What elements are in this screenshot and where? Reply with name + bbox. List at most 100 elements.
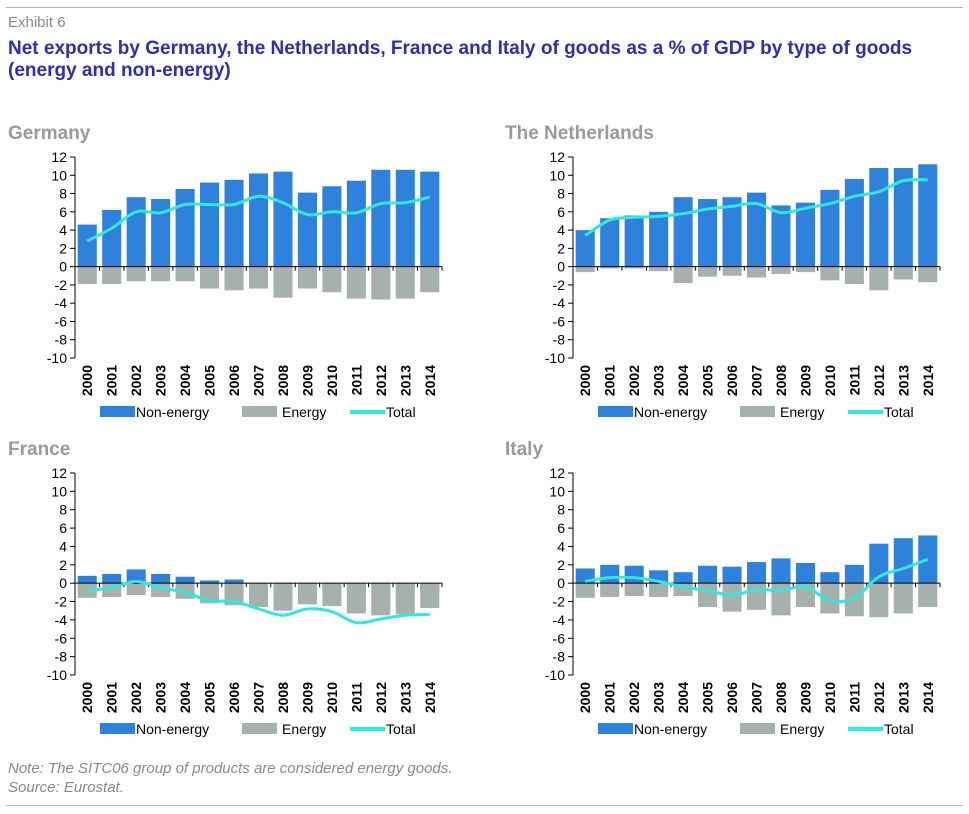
source-note: Source: Eurostat. [8, 779, 124, 796]
bar-energy [346, 266, 366, 299]
legend-swatch-energy [242, 723, 277, 734]
y-tick-label: 10 [51, 167, 67, 183]
x-tick-label: 2012 [373, 365, 389, 396]
y-tick-label: -2 [55, 277, 68, 293]
x-tick-label: 2005 [202, 682, 218, 713]
y-tick-label: 6 [557, 204, 565, 220]
total-line [585, 557, 929, 604]
bar-non-energy [624, 565, 644, 584]
x-tick-label: 2008 [773, 365, 789, 396]
legend-label-energy: Energy [780, 404, 824, 420]
y-tick-label: 4 [59, 222, 67, 238]
bar-energy [869, 583, 889, 618]
x-tick-label: 2004 [177, 682, 193, 713]
x-tick-label: 2004 [177, 365, 193, 396]
bar-energy [273, 583, 293, 611]
x-tick-label: 2014 [422, 365, 438, 396]
legend-label-non-energy: Non-energy [136, 404, 209, 420]
y-tick-label: 8 [557, 186, 565, 202]
y-tick-label: -10 [545, 667, 565, 683]
legend-label-total: Total [386, 721, 416, 737]
bar-energy [575, 583, 595, 598]
x-tick-label: 2000 [79, 682, 95, 713]
x-tick-label: 2007 [749, 365, 765, 396]
legend-label-energy: Energy [282, 404, 326, 420]
bar-non-energy [844, 564, 864, 584]
x-tick-label: 2002 [626, 365, 642, 396]
bar-energy [175, 266, 195, 282]
bar-non-energy [795, 562, 815, 584]
x-tick-label: 2006 [724, 682, 740, 713]
bar-non-energy [600, 564, 620, 584]
bar-energy [575, 266, 595, 273]
bar-energy [248, 266, 269, 289]
legend-swatch-non-energy [598, 406, 633, 417]
y-tick-label: -10 [545, 350, 565, 366]
x-tick-label: 2013 [397, 682, 413, 713]
y-tick-label: -8 [553, 649, 566, 665]
bar-energy [746, 266, 767, 278]
x-tick-label: 2011 [846, 365, 862, 396]
bar-non-energy [918, 164, 938, 267]
x-tick-label: 2002 [128, 365, 144, 396]
bar-non-energy [820, 572, 840, 584]
x-tick-label: 2009 [299, 682, 315, 713]
bar-non-energy [200, 580, 220, 584]
bar-energy [248, 583, 269, 608]
x-tick-label: 2014 [920, 365, 936, 396]
chart-title: France [8, 439, 70, 460]
bar-energy [102, 266, 122, 284]
bar-non-energy [224, 179, 244, 267]
legend-swatch-non-energy [100, 406, 135, 417]
x-tick-label: 2007 [251, 682, 267, 713]
y-tick-label: 4 [557, 222, 565, 238]
bar-energy [420, 583, 440, 608]
legend-swatch-non-energy [598, 723, 633, 734]
bar-non-energy [151, 199, 171, 267]
bar-energy [649, 266, 669, 272]
x-tick-label: 2003 [153, 365, 169, 396]
y-tick-label: -10 [47, 667, 67, 683]
y-tick-label: 2 [59, 240, 67, 256]
x-tick-label: 2004 [675, 365, 691, 396]
bar-non-energy [77, 224, 97, 267]
chart-title: Italy [505, 439, 543, 460]
x-tick-label: 2005 [700, 365, 716, 396]
chart-title: Germany [8, 123, 91, 144]
bar-non-energy [673, 197, 693, 267]
bar-energy [869, 266, 889, 291]
x-tick-label: 2010 [324, 682, 340, 713]
bar-non-energy [77, 575, 97, 584]
x-tick-label: 2001 [602, 682, 618, 713]
bar-non-energy [102, 574, 122, 584]
bar-energy [77, 266, 97, 284]
bar-energy [820, 266, 840, 281]
bar-non-energy [395, 169, 415, 267]
bar-energy [395, 583, 415, 615]
x-tick-label: 2009 [797, 682, 813, 713]
bar-non-energy [126, 197, 146, 267]
x-tick-label: 2000 [79, 365, 95, 396]
y-tick-label: -8 [553, 332, 566, 348]
y-tick-label: -6 [553, 630, 566, 646]
bar-non-energy [844, 178, 864, 267]
bar-non-energy [771, 558, 791, 584]
bar-energy [322, 266, 342, 293]
x-tick-label: 2002 [128, 682, 144, 713]
bar-energy [844, 266, 864, 284]
x-tick-label: 2012 [871, 365, 887, 396]
y-tick-label: -8 [55, 649, 68, 665]
chart-title: The Netherlands [505, 123, 654, 144]
x-tick-label: 2007 [749, 682, 765, 713]
total-line [87, 579, 430, 625]
x-tick-label: 2013 [895, 365, 911, 396]
y-tick-label: 12 [51, 149, 67, 165]
bar-non-energy [126, 569, 146, 584]
bar-energy [420, 266, 440, 293]
y-tick-label: -4 [55, 295, 68, 311]
y-tick-label: -2 [553, 594, 566, 610]
bar-energy [918, 266, 938, 283]
bar-energy [722, 266, 742, 276]
bar-non-energy [624, 215, 644, 267]
